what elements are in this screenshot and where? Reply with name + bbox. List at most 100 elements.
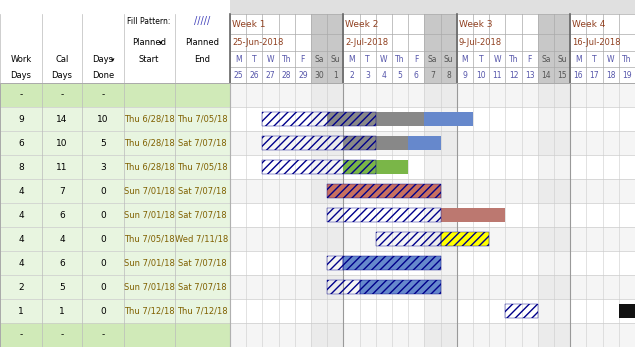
Bar bbox=[327, 323, 344, 347]
Text: 12: 12 bbox=[509, 70, 518, 79]
Text: F: F bbox=[301, 54, 305, 64]
Bar bbox=[327, 184, 441, 197]
Bar bbox=[327, 131, 344, 155]
Bar bbox=[441, 227, 457, 251]
Text: 0: 0 bbox=[100, 211, 106, 220]
Bar bbox=[327, 280, 359, 294]
Bar bbox=[311, 83, 327, 107]
Text: 18: 18 bbox=[606, 70, 615, 79]
Text: Week 4: Week 4 bbox=[572, 19, 606, 28]
Text: 1: 1 bbox=[333, 70, 338, 79]
Bar bbox=[441, 232, 489, 246]
Text: -: - bbox=[20, 330, 23, 339]
Text: Thu 7/12/18: Thu 7/12/18 bbox=[124, 306, 175, 315]
Bar bbox=[554, 203, 570, 227]
Bar bbox=[230, 299, 635, 323]
Text: Thu 7/12/18: Thu 7/12/18 bbox=[177, 306, 227, 315]
Bar bbox=[441, 251, 457, 275]
Bar bbox=[344, 136, 408, 150]
Bar bbox=[424, 83, 441, 107]
Bar bbox=[408, 136, 441, 150]
Text: 30: 30 bbox=[314, 70, 324, 79]
Text: Sa: Sa bbox=[541, 54, 551, 64]
Text: 0: 0 bbox=[100, 306, 106, 315]
Bar bbox=[441, 107, 457, 131]
Bar bbox=[230, 107, 635, 131]
Text: 9: 9 bbox=[462, 70, 467, 79]
Text: M: M bbox=[462, 54, 468, 64]
Text: Su: Su bbox=[330, 54, 340, 64]
Text: 5: 5 bbox=[100, 138, 106, 147]
Bar bbox=[230, 179, 635, 203]
Bar bbox=[618, 304, 635, 318]
Text: 10: 10 bbox=[476, 70, 486, 79]
Bar bbox=[230, 251, 635, 275]
Bar bbox=[554, 275, 570, 299]
Bar bbox=[441, 155, 457, 179]
Bar bbox=[262, 112, 376, 126]
Text: Planned: Planned bbox=[132, 38, 166, 47]
Text: 2: 2 bbox=[349, 70, 354, 79]
Bar bbox=[311, 275, 327, 299]
Text: 9: 9 bbox=[18, 115, 24, 124]
Text: W: W bbox=[380, 54, 387, 64]
Bar bbox=[424, 107, 441, 131]
Text: 4: 4 bbox=[59, 235, 65, 244]
Text: Su: Su bbox=[444, 54, 453, 64]
Text: 10: 10 bbox=[97, 115, 109, 124]
Bar bbox=[327, 179, 344, 203]
Text: 25: 25 bbox=[233, 70, 243, 79]
Bar bbox=[327, 251, 344, 275]
Text: 8: 8 bbox=[18, 162, 24, 171]
Text: 28: 28 bbox=[282, 70, 291, 79]
Text: Sun 7/01/18: Sun 7/01/18 bbox=[124, 282, 175, 291]
Text: 4: 4 bbox=[18, 235, 24, 244]
Text: 8: 8 bbox=[446, 70, 451, 79]
Bar bbox=[230, 155, 635, 179]
Bar bbox=[441, 209, 505, 222]
Bar bbox=[311, 179, 327, 203]
Bar bbox=[424, 155, 441, 179]
Text: Days: Days bbox=[11, 70, 32, 79]
Bar bbox=[554, 299, 570, 323]
Text: 11: 11 bbox=[57, 162, 68, 171]
Bar bbox=[441, 14, 457, 83]
Bar bbox=[424, 299, 441, 323]
Text: 5: 5 bbox=[59, 282, 65, 291]
Text: Su: Su bbox=[558, 54, 567, 64]
Text: Sat 7/07/18: Sat 7/07/18 bbox=[178, 282, 226, 291]
Bar bbox=[424, 131, 441, 155]
Bar bbox=[554, 251, 570, 275]
Text: 14: 14 bbox=[57, 115, 68, 124]
Bar bbox=[311, 323, 327, 347]
Text: 16-Jul-2018: 16-Jul-2018 bbox=[572, 38, 620, 47]
Text: 6: 6 bbox=[59, 211, 65, 220]
Text: Fill Pattern:: Fill Pattern: bbox=[127, 17, 171, 25]
Bar bbox=[538, 227, 554, 251]
Text: T: T bbox=[252, 54, 257, 64]
Text: -: - bbox=[102, 91, 105, 100]
Text: Done: Done bbox=[92, 70, 114, 79]
Text: T: T bbox=[592, 54, 597, 64]
Text: Start: Start bbox=[139, 54, 159, 64]
Bar bbox=[554, 179, 570, 203]
Text: 7: 7 bbox=[430, 70, 435, 79]
Bar bbox=[0, 323, 230, 347]
Text: 4: 4 bbox=[18, 259, 24, 268]
Bar bbox=[424, 112, 473, 126]
Bar bbox=[262, 136, 376, 150]
Text: 27: 27 bbox=[265, 70, 276, 79]
Bar bbox=[327, 209, 441, 222]
Text: ▾: ▾ bbox=[111, 57, 115, 63]
Bar bbox=[441, 179, 457, 203]
Bar bbox=[538, 203, 554, 227]
Text: 5: 5 bbox=[398, 70, 403, 79]
Text: Week 1: Week 1 bbox=[232, 19, 265, 28]
Bar bbox=[0, 299, 230, 323]
Bar bbox=[554, 83, 570, 107]
Bar bbox=[262, 160, 376, 174]
Text: -: - bbox=[102, 330, 105, 339]
Text: F: F bbox=[414, 54, 418, 64]
Text: 2-Jul-2018: 2-Jul-2018 bbox=[345, 38, 389, 47]
Bar bbox=[327, 83, 344, 107]
